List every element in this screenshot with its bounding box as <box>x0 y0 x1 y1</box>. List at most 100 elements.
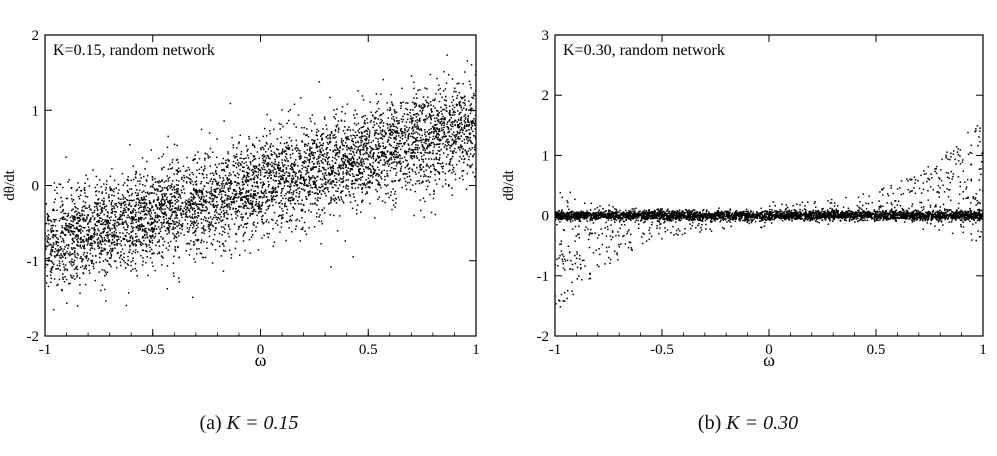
data-point <box>337 128 340 131</box>
data-point <box>463 120 466 122</box>
data-point <box>127 190 129 193</box>
data-point <box>362 160 365 163</box>
data-point <box>62 231 64 233</box>
data-point <box>342 130 345 132</box>
data-point <box>446 141 449 143</box>
data-point <box>327 180 330 182</box>
data-point <box>299 155 301 158</box>
data-point <box>323 183 326 185</box>
data-point <box>225 182 228 184</box>
data-point <box>146 236 149 238</box>
data-point <box>76 238 78 241</box>
data-point <box>393 137 396 140</box>
data-point <box>313 177 316 179</box>
data-point <box>458 82 460 84</box>
data-point <box>102 240 104 243</box>
data-point <box>444 117 446 120</box>
data-point <box>189 181 191 183</box>
data-point <box>384 162 387 164</box>
data-point <box>146 160 148 163</box>
data-point <box>98 271 100 273</box>
data-point <box>70 223 73 226</box>
data-point <box>253 224 255 226</box>
data-point <box>304 160 306 162</box>
data-point <box>95 190 98 192</box>
data-point <box>245 157 247 159</box>
data-point <box>385 132 387 134</box>
data-point <box>373 170 376 172</box>
data-point <box>348 193 351 196</box>
data-point <box>157 182 160 184</box>
data-point <box>394 168 397 170</box>
data-point <box>299 153 301 155</box>
data-point <box>252 192 255 195</box>
data-point <box>442 162 444 164</box>
data-point <box>359 152 361 154</box>
data-point <box>45 282 48 284</box>
data-point <box>292 177 295 179</box>
data-point <box>165 180 167 182</box>
data-point <box>278 179 280 182</box>
data-point <box>318 220 320 222</box>
data-point <box>337 127 340 130</box>
data-point <box>143 214 146 216</box>
data-point <box>262 182 265 185</box>
data-point <box>215 227 217 230</box>
data-point <box>152 222 154 224</box>
data-point <box>449 109 451 112</box>
data-point <box>434 129 437 132</box>
data-point <box>313 225 316 228</box>
data-point <box>259 170 262 172</box>
data-point <box>394 130 397 132</box>
data-point <box>298 152 300 155</box>
data-point <box>275 172 277 175</box>
data-point <box>72 219 75 221</box>
data-point <box>44 245 46 247</box>
data-point <box>414 190 417 193</box>
data-point <box>392 104 394 107</box>
data-point <box>111 239 114 241</box>
data-point <box>182 209 184 212</box>
data-point <box>354 182 356 185</box>
data-point <box>339 177 342 180</box>
data-point <box>434 173 436 176</box>
data-point <box>330 201 332 203</box>
data-point <box>295 139 297 142</box>
data-point <box>437 119 440 121</box>
data-point <box>168 224 170 227</box>
data-point <box>461 170 464 172</box>
data-point <box>310 168 312 171</box>
data-point <box>136 239 138 241</box>
data-point <box>327 203 330 205</box>
data-point <box>407 143 409 145</box>
data-point <box>220 198 222 200</box>
data-point <box>386 102 388 104</box>
data-point <box>199 200 201 203</box>
data-point <box>332 150 334 153</box>
data-point <box>191 207 194 209</box>
data-point <box>413 102 416 104</box>
data-point <box>79 257 81 260</box>
data-point <box>299 175 302 177</box>
data-point <box>118 198 120 200</box>
data-point <box>158 202 160 204</box>
data-point <box>321 166 324 169</box>
data-point <box>137 180 139 182</box>
data-point <box>367 128 370 130</box>
data-point <box>167 242 170 244</box>
data-point <box>212 172 214 174</box>
data-point <box>268 233 270 235</box>
data-point <box>151 228 154 230</box>
data-point <box>194 221 197 224</box>
data-point <box>151 185 153 187</box>
data-point <box>275 201 277 204</box>
data-point <box>238 225 241 228</box>
data-point <box>435 158 437 160</box>
data-point <box>396 162 398 165</box>
data-point <box>321 139 323 141</box>
data-point <box>253 178 256 180</box>
data-point <box>417 132 419 135</box>
data-point <box>399 148 402 151</box>
data-point <box>66 215 69 218</box>
data-point <box>400 118 403 120</box>
